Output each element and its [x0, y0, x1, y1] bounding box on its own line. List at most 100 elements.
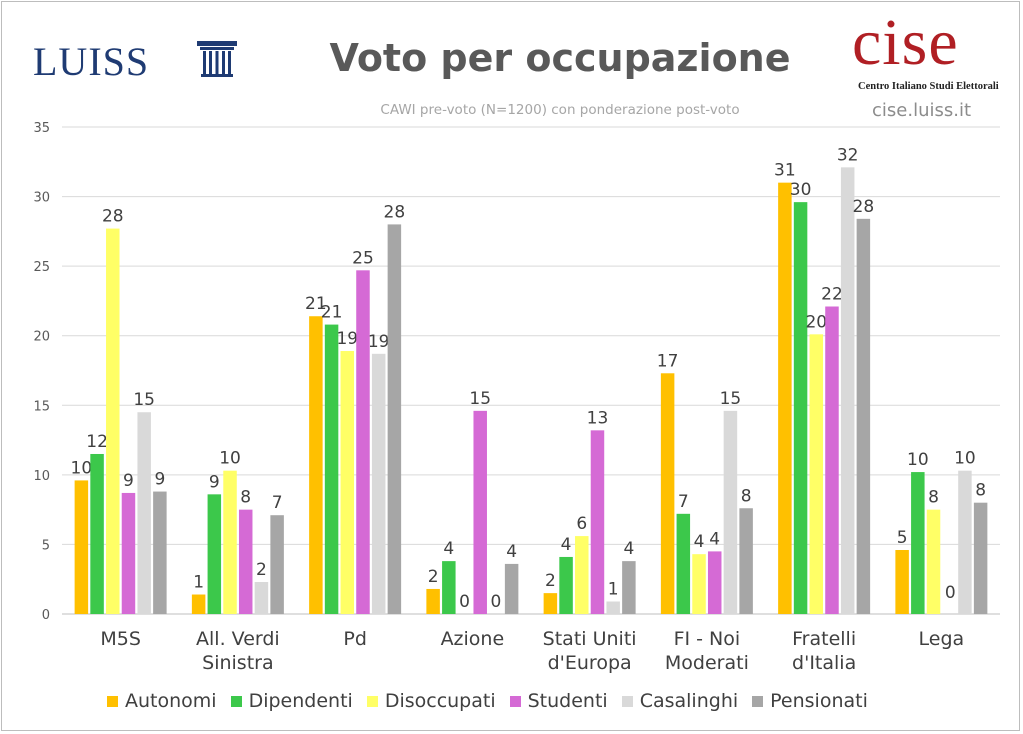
bar [153, 491, 167, 614]
bar [911, 472, 925, 614]
data-label: 8 [975, 481, 986, 501]
x-tick-label: Lega [919, 628, 965, 650]
legend-label: Autonomi [125, 690, 217, 712]
data-label: 10 [71, 458, 93, 478]
bar [660, 373, 675, 614]
bar [442, 561, 456, 614]
data-label: 10 [219, 449, 241, 469]
bar [692, 554, 706, 614]
data-label: 15 [469, 389, 491, 409]
data-label: 22 [821, 284, 843, 304]
data-label: 12 [86, 432, 108, 452]
bar [121, 492, 136, 614]
bar [840, 167, 855, 614]
legend-label: Casalinghi [639, 690, 739, 712]
data-label: 32 [837, 145, 859, 165]
cise-url: cise.luiss.it [872, 100, 972, 121]
data-label: 15 [133, 390, 155, 410]
bar [778, 182, 792, 614]
bar [793, 202, 808, 614]
bar [270, 515, 284, 614]
data-label: 8 [240, 488, 251, 508]
legend-swatch [366, 695, 378, 707]
bar [559, 556, 573, 614]
column-icon [196, 40, 238, 82]
legend-item: Pensionati [752, 690, 868, 712]
data-label: 21 [305, 294, 327, 314]
bar [809, 334, 824, 614]
cise-logo: cise [852, 6, 959, 79]
bar [590, 430, 605, 614]
bar [973, 502, 988, 614]
bar [254, 581, 269, 614]
data-label: 4 [506, 542, 517, 562]
legend-swatch [509, 695, 521, 707]
x-tick-label: d'Italia [792, 652, 856, 674]
x-tick-label: Azione [441, 628, 505, 650]
legend-label: Dipendenti [248, 690, 353, 712]
y-tick-label: 35 [33, 121, 50, 136]
data-label: 21 [321, 303, 343, 323]
chart-subtitle: CAWI pre-voto (N=1200) con ponderazione … [380, 102, 740, 118]
data-label: 28 [102, 207, 124, 227]
data-label: 5 [897, 528, 908, 548]
data-label: 1 [193, 573, 204, 593]
bar [106, 228, 120, 614]
bar [622, 561, 636, 614]
bar [606, 601, 620, 614]
legend-label: Pensionati [770, 690, 868, 712]
data-label: 0 [459, 592, 470, 612]
data-label: 9 [154, 470, 165, 490]
bar [340, 351, 355, 614]
y-tick-label: 0 [42, 608, 50, 623]
data-label: 28 [384, 202, 406, 222]
legend-swatch [752, 695, 764, 707]
data-label: 30 [790, 180, 812, 200]
data-label: 1 [608, 579, 619, 599]
data-label: 4 [443, 539, 454, 559]
luiss-logo: LUISS [33, 39, 150, 84]
data-label: 2 [428, 567, 439, 587]
data-label: 19 [368, 332, 390, 352]
legend-swatch [621, 695, 633, 707]
x-tick-label: Sinistra [202, 652, 273, 674]
bar [707, 551, 722, 614]
data-label: 17 [657, 351, 679, 371]
bar [137, 412, 151, 614]
data-label: 20 [805, 312, 827, 332]
x-tick-label: FI - Noi [674, 628, 741, 650]
cise-subtitle: Centro Italiano Studi Elettorali [858, 81, 999, 92]
data-label: 10 [907, 450, 929, 470]
bar [739, 508, 753, 614]
bar [473, 410, 487, 614]
data-label: 31 [774, 161, 796, 181]
x-tick-label: Moderati [665, 652, 749, 674]
data-label: 9 [209, 472, 220, 492]
data-label: 6 [576, 514, 587, 534]
bar [926, 509, 941, 614]
data-label: 2 [256, 560, 267, 580]
chart-legend: Autonomi Dipendenti Disoccupati Studenti Cas… [107, 690, 882, 712]
data-label: 4 [623, 539, 634, 559]
data-label: 4 [709, 529, 720, 549]
data-label: 10 [954, 449, 976, 469]
bar [90, 453, 104, 614]
chart-title: Voto per occupazione [329, 36, 791, 80]
data-label: 7 [272, 493, 283, 513]
legend-label: Studenti [527, 690, 608, 712]
bar [74, 480, 89, 614]
bar [238, 509, 253, 614]
y-tick-label: 30 [33, 191, 50, 206]
x-tick-label: Pd [343, 628, 367, 650]
data-label: 0 [945, 583, 956, 603]
x-tick-label: Stati Uniti [543, 628, 637, 650]
data-label: 7 [678, 492, 689, 512]
data-label: 9 [123, 471, 134, 491]
bar [223, 470, 237, 614]
data-label: 19 [336, 329, 358, 349]
bar [356, 270, 370, 614]
legend-label: Disoccupati [384, 690, 496, 712]
bar [958, 470, 972, 614]
